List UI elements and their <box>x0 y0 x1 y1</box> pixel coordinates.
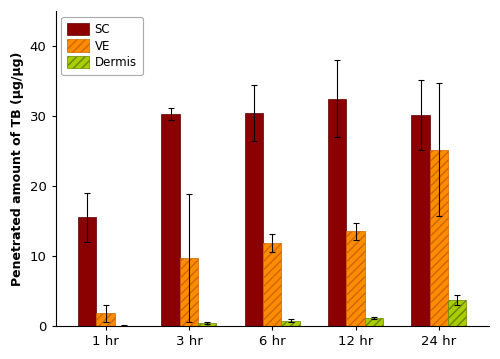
Bar <box>412 115 430 326</box>
Bar <box>180 258 198 326</box>
Y-axis label: Penetrated amount of TB (µg/µg): Penetrated amount of TB (µg/µg) <box>11 51 24 286</box>
Bar <box>162 114 180 326</box>
Bar <box>346 232 364 326</box>
Legend: SC, VE, Dermis: SC, VE, Dermis <box>62 17 142 75</box>
Bar <box>448 300 466 326</box>
Bar <box>430 150 448 326</box>
Bar <box>263 243 281 326</box>
Bar <box>198 323 216 326</box>
Bar <box>364 318 383 326</box>
Bar <box>328 98 346 326</box>
Bar <box>78 218 96 326</box>
Bar <box>244 113 263 326</box>
Bar <box>282 321 300 326</box>
Bar <box>96 313 114 326</box>
